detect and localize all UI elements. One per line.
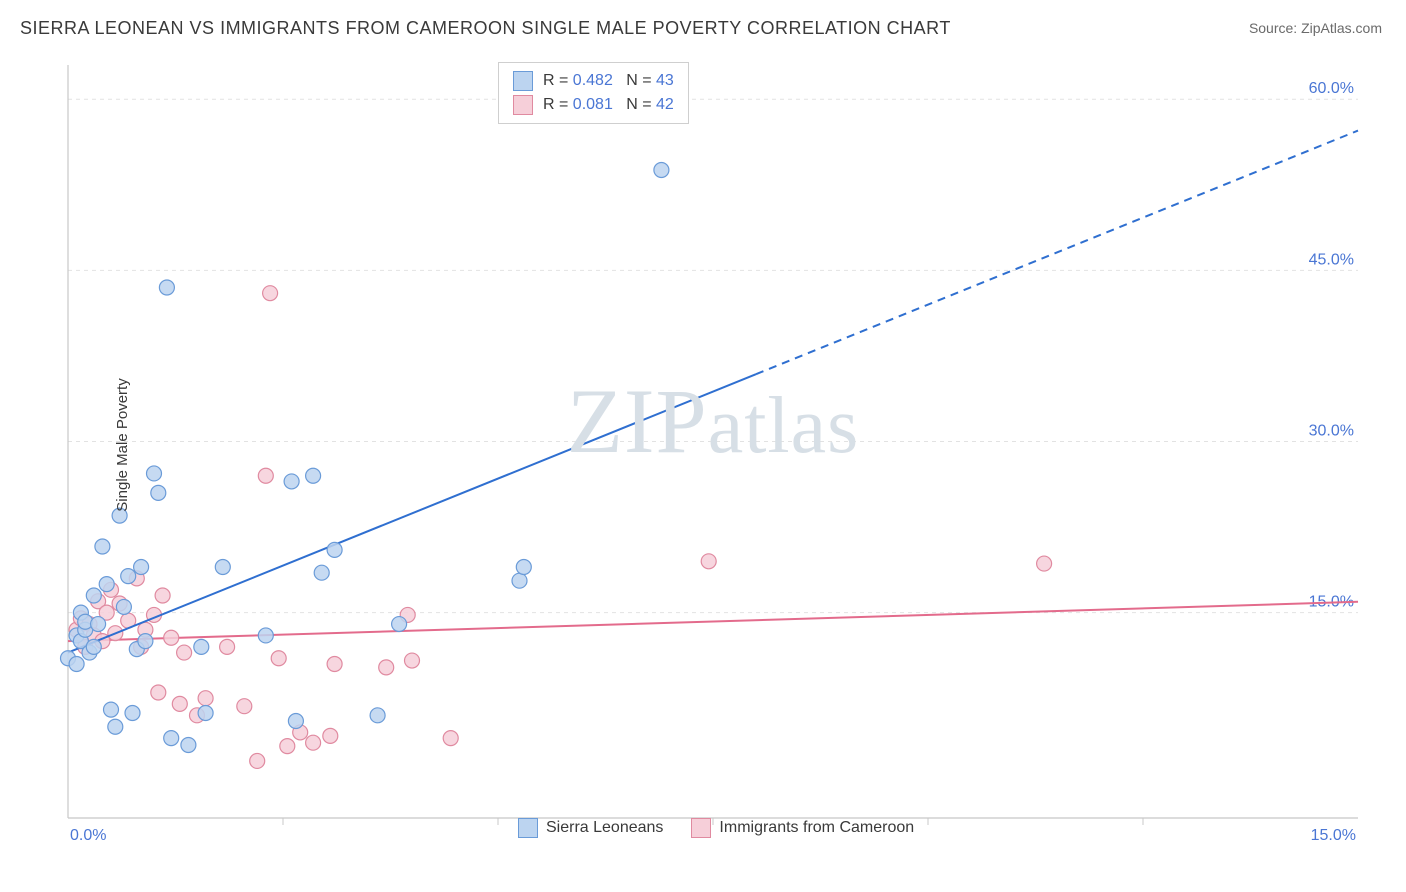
legend-swatch (691, 818, 711, 838)
legend-label: Immigrants from Cameroon (719, 819, 914, 837)
legend-swatch (513, 95, 533, 115)
svg-text:30.0%: 30.0% (1309, 423, 1354, 440)
scatter-plot-svg: 15.0%30.0%45.0%60.0%0.0%15.0% (48, 50, 1378, 840)
svg-text:45.0%: 45.0% (1309, 251, 1354, 268)
stats-row: R = 0.482 N = 43 (513, 69, 674, 93)
legend-swatch (518, 818, 538, 838)
stats-row: R = 0.081 N = 42 (513, 93, 674, 117)
svg-text:60.0%: 60.0% (1309, 80, 1354, 97)
legend-label: Sierra Leoneans (546, 819, 663, 837)
svg-text:15.0%: 15.0% (1311, 827, 1356, 840)
chart-title: SIERRA LEONEAN VS IMMIGRANTS FROM CAMERO… (20, 18, 951, 39)
stats-text: R = 0.482 N = 43 (543, 69, 674, 93)
legend-swatch (513, 71, 533, 91)
source-label: Source: ZipAtlas.com (1249, 20, 1382, 36)
legend-item: Immigrants from Cameroon (691, 818, 914, 838)
stats-text: R = 0.081 N = 42 (543, 93, 674, 117)
y-axis-label: Single Male Poverty (114, 378, 131, 511)
legend-item: Sierra Leoneans (518, 818, 663, 838)
stats-legend-box: R = 0.482 N = 43R = 0.081 N = 42 (498, 62, 689, 124)
correlation-chart: Single Male Poverty ZIPatlas 15.0%30.0%4… (48, 50, 1378, 840)
series-legend: Sierra Leoneans Immigrants from Cameroon (518, 818, 914, 838)
svg-text:0.0%: 0.0% (70, 827, 106, 840)
